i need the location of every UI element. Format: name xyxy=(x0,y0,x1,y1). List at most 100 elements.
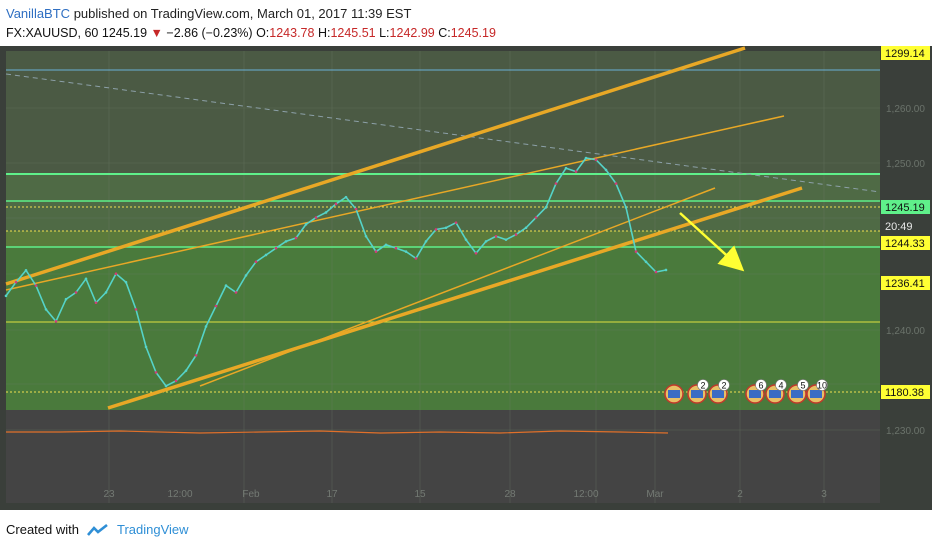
price-point xyxy=(244,274,248,277)
time-label: 12:00 xyxy=(167,489,192,500)
price-point xyxy=(454,221,458,224)
published-text: published on TradingView.com, March 01, … xyxy=(73,6,412,21)
low-value: 1242.99 xyxy=(389,26,435,40)
oscillator-pane xyxy=(6,410,880,503)
price-label-129914: 1299.14 xyxy=(881,46,930,60)
event-count: 2 xyxy=(700,381,705,391)
close-label: C: xyxy=(438,26,451,40)
price-point xyxy=(384,243,388,247)
down-arrow-icon: ▼ xyxy=(150,26,163,40)
price-point xyxy=(234,291,238,294)
low-label: L: xyxy=(379,26,390,40)
price-point xyxy=(164,384,168,388)
price-label-118038: 1180.38 xyxy=(881,385,930,399)
price-point xyxy=(84,277,88,281)
price-point xyxy=(394,246,398,250)
price-point xyxy=(134,308,138,311)
faint-tick-label: 1,260.00 xyxy=(886,104,925,115)
time-label: 15 xyxy=(414,489,426,500)
zone-middle xyxy=(6,174,880,231)
price-point xyxy=(204,325,208,328)
event-count: 2 xyxy=(721,381,726,391)
time-label: 2 xyxy=(737,489,743,500)
time-label: 17 xyxy=(326,489,338,500)
price-point xyxy=(304,223,308,226)
event-flag-icon[interactable]: 6 xyxy=(745,379,767,404)
open-label: O: xyxy=(256,26,270,40)
event-flag-icon[interactable]: 2 xyxy=(687,379,709,404)
price-point xyxy=(14,280,18,284)
price-point xyxy=(424,240,428,243)
price-point xyxy=(34,284,38,287)
series-layer xyxy=(4,156,668,388)
price-point xyxy=(144,345,148,349)
footer: Created with TradingView xyxy=(6,522,189,537)
price-point xyxy=(254,260,258,264)
price-point xyxy=(594,158,598,162)
price-point xyxy=(604,168,608,172)
price-label-123641: 1236.41 xyxy=(881,276,930,290)
price-point xyxy=(414,257,418,260)
price-point xyxy=(214,304,218,308)
tradingview-brand[interactable]: TradingView xyxy=(116,522,189,537)
event-flag-icon[interactable] xyxy=(664,384,684,404)
trend-line-dashed xyxy=(5,73,881,193)
event-count: 4 xyxy=(778,381,783,391)
faint-axis-labels: 1,260.00 1,250.00 1,240.00 1,230.00 xyxy=(886,104,925,437)
price-point xyxy=(654,270,658,274)
price-point xyxy=(644,260,648,264)
zone-upper xyxy=(6,51,880,174)
price-point xyxy=(104,291,108,294)
price-label-text: 20:49 xyxy=(885,221,913,233)
price-point xyxy=(264,253,268,257)
price-point xyxy=(284,240,288,243)
price-point xyxy=(74,291,78,294)
price-label-text: 1244.33 xyxy=(885,238,925,250)
faint-tick-label: 1,230.00 xyxy=(886,426,925,437)
event-flag-icon[interactable]: 4 xyxy=(765,379,787,404)
price-point xyxy=(504,238,508,241)
created-with-text: Created with xyxy=(6,522,79,537)
event-flag-icon[interactable]: 10 xyxy=(806,379,828,404)
close-value: 1245.19 xyxy=(450,26,496,40)
price-axis-labels: 1299.14 1245.19 20:49 1244.33 1236.41 1180.38 xyxy=(881,46,930,399)
time-label: 23 xyxy=(103,489,115,500)
price-point xyxy=(534,216,538,219)
time-label: 12:00 xyxy=(573,489,598,500)
grid xyxy=(6,51,880,503)
projection-arrow xyxy=(679,212,745,272)
price-point xyxy=(554,182,558,185)
author-link[interactable]: VanillaBTC xyxy=(6,6,71,21)
high-label: H: xyxy=(317,26,331,40)
tradingview-logo-icon xyxy=(86,523,108,536)
price-point xyxy=(314,216,318,219)
price-point xyxy=(564,166,568,170)
event-markers[interactable]: 2 2 6 4 5 10 xyxy=(664,379,828,404)
price-point xyxy=(364,234,368,238)
price-point xyxy=(114,272,118,276)
price-point xyxy=(664,268,668,272)
price-point xyxy=(174,379,178,383)
price-point xyxy=(494,234,498,238)
faint-tick-label: 1,240.00 xyxy=(886,326,925,337)
price-label-124433: 1244.33 xyxy=(881,236,930,250)
symbol-line: FX:XAUUSD, 60 1245.19 ▼ −2.86 (−0.23%) O… xyxy=(6,26,496,40)
faint-tick-label: 1,250.00 xyxy=(886,159,925,170)
price-point xyxy=(184,369,188,372)
high-value: 1245.51 xyxy=(330,26,376,40)
price-point xyxy=(194,354,198,357)
publish-line: VanillaBTC published on TradingView.com,… xyxy=(6,6,411,21)
price-point xyxy=(54,320,58,323)
price-label-2049: 20:49 xyxy=(881,219,930,233)
price-point xyxy=(4,294,8,298)
price-chart[interactable]: 2 2 6 4 5 10 1,260.00 1,250.00 1,240.00 1,230.00… xyxy=(0,46,932,510)
time-axis-labels: 23 12:00 Feb 17 15 28 12:00 Mar 2 3 xyxy=(103,489,827,500)
price-point xyxy=(484,240,488,243)
price-point xyxy=(334,202,338,206)
event-flag-icon[interactable]: 2 xyxy=(708,379,730,404)
event-count: 5 xyxy=(800,381,805,391)
price-point xyxy=(624,206,628,209)
zone-band xyxy=(6,231,880,247)
event-flag-icon[interactable]: 5 xyxy=(787,379,809,404)
price-point xyxy=(574,170,578,173)
